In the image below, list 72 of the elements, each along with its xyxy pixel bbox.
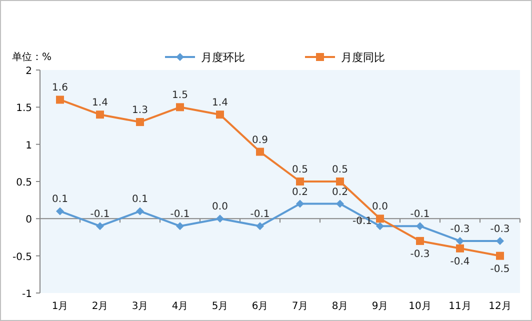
data-label: 0.1	[52, 194, 68, 206]
x-tick-label: 5月	[212, 301, 228, 312]
x-tick-label: 11月	[448, 301, 472, 312]
x-tick-label: 9月	[372, 301, 388, 312]
point	[416, 236, 424, 245]
x-tick-label: 6月	[252, 301, 268, 312]
data-label: -0.3	[410, 248, 430, 260]
data-label: -0.4	[450, 256, 470, 268]
legend-item: 月度环比	[165, 51, 245, 64]
point	[176, 103, 184, 112]
x-tick-label: 8月	[332, 301, 348, 312]
y-tick-label: 0	[26, 214, 32, 226]
data-label: 0.0	[372, 202, 388, 213]
data-label: -0.1	[352, 216, 372, 228]
point	[336, 200, 344, 208]
point	[376, 222, 384, 230]
point	[256, 222, 264, 230]
point	[136, 207, 144, 216]
data-label: -0.1	[170, 209, 190, 220]
data-label: 0.5	[292, 164, 308, 176]
data-label: -0.1	[250, 209, 270, 220]
y-tick-label: -0.5	[12, 252, 32, 263]
data-label: -0.3	[490, 224, 510, 235]
data-label: 1.4	[212, 98, 228, 109]
legend-item: 月度同比	[305, 51, 385, 64]
data-label: 1.4	[92, 98, 108, 109]
point	[496, 236, 504, 245]
point	[136, 118, 144, 126]
point	[216, 214, 224, 223]
data-label: 0.2	[332, 186, 348, 198]
x-tick-label: 10月	[408, 301, 432, 312]
point	[496, 252, 504, 260]
point	[56, 96, 64, 104]
point	[296, 200, 304, 208]
data-label: 1.3	[132, 105, 148, 116]
data-label: 0.2	[292, 186, 308, 198]
point	[176, 222, 184, 230]
x-tick-label: 1月	[52, 301, 68, 312]
x-tick-label: 7月	[292, 301, 308, 312]
legend-label: 月度环比	[201, 51, 245, 64]
point	[456, 244, 464, 252]
y-tick-label: 0.5	[16, 178, 32, 188]
data-label: 1.5	[172, 90, 188, 102]
data-label: 0.5	[332, 164, 348, 176]
data-label: -0.3	[450, 224, 470, 235]
point	[96, 222, 104, 230]
y-tick-label: 1.5	[16, 103, 32, 114]
point	[96, 110, 104, 119]
data-label: 1.6	[52, 82, 68, 94]
data-label: 0.0	[212, 202, 228, 213]
point	[416, 222, 424, 230]
y-tick-label: 1	[26, 140, 32, 152]
point	[256, 148, 264, 156]
point	[56, 207, 64, 216]
data-label: 0.1	[132, 194, 148, 206]
data-label: -0.5	[490, 264, 510, 275]
point	[376, 214, 384, 223]
y-tick-label: 2	[26, 66, 32, 77]
x-tick-label: 4月	[172, 301, 188, 312]
x-tick-label: 12月	[488, 301, 512, 312]
legend-label: 月度同比	[341, 51, 385, 64]
data-label: -0.1	[410, 209, 430, 220]
x-tick-label: 3月	[132, 301, 148, 312]
point	[336, 178, 344, 186]
data-label: -0.1	[90, 209, 110, 220]
text: 单位：%	[12, 51, 52, 63]
y-tick-label: -1	[22, 289, 32, 300]
point	[456, 236, 464, 245]
point	[296, 178, 304, 186]
point	[216, 110, 224, 119]
x-tick-label: 2月	[92, 301, 108, 312]
data-label: 0.9	[252, 134, 268, 146]
